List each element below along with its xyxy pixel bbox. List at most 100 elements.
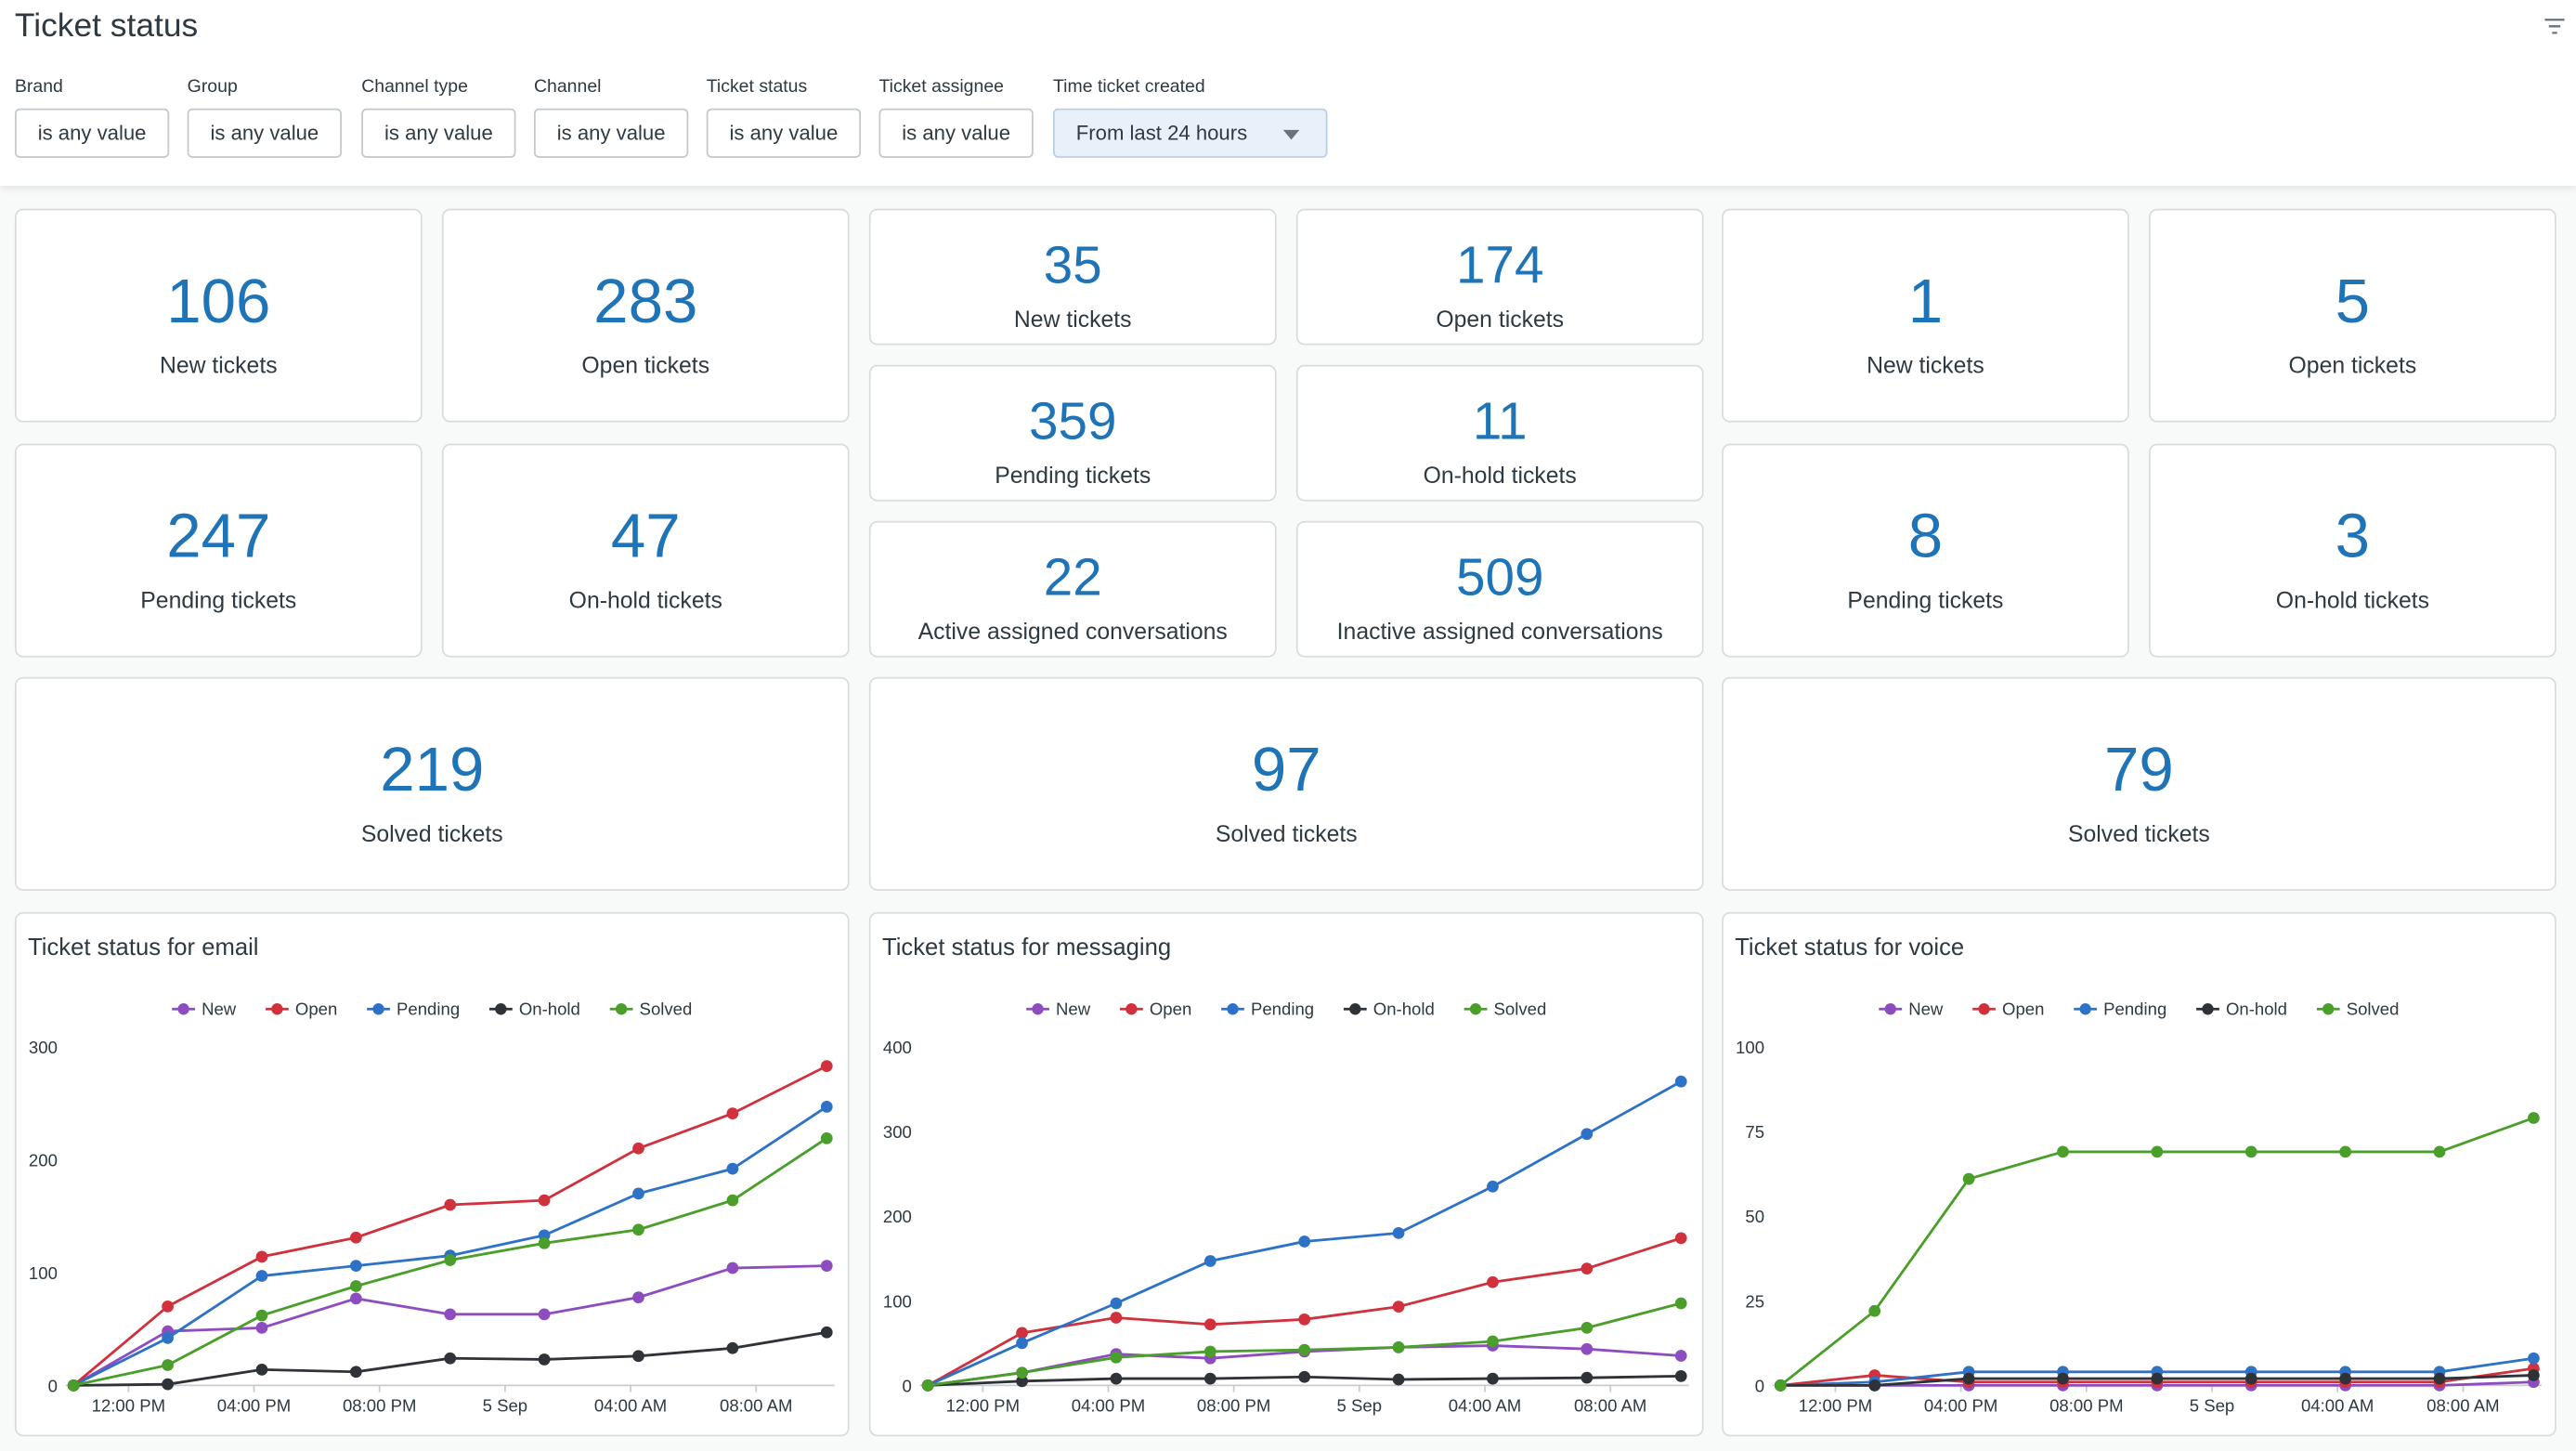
data-point — [726, 1107, 739, 1119]
data-point — [1674, 1232, 1687, 1245]
legend-swatch — [177, 1003, 189, 1015]
kpi-value: 219 — [380, 736, 485, 805]
data-point — [1674, 1075, 1687, 1088]
legend-swatch — [2079, 1003, 2091, 1015]
data-point — [1203, 1372, 1216, 1385]
data-point — [349, 1231, 362, 1244]
y-tick-label: 100 — [29, 1263, 58, 1283]
filter: Group is any value — [187, 77, 343, 158]
data-point — [1774, 1379, 1787, 1392]
kpi-card: 8 Pending tickets — [1722, 443, 2129, 658]
x-tick-label: 04:00 PM — [1924, 1396, 1997, 1416]
legend-item: Pending — [367, 999, 460, 1018]
legend-label: Pending — [397, 999, 460, 1018]
data-point — [632, 1291, 644, 1303]
kpi-card: 509 Inactive assigned conversations — [1295, 520, 1704, 658]
kpi-value: 283 — [593, 268, 698, 337]
filter-dropdown[interactable]: is any value — [878, 108, 1034, 158]
legend-swatch — [1349, 1003, 1361, 1015]
filter-label: Channel type — [361, 77, 468, 98]
legend-swatch — [271, 1003, 283, 1015]
x-tick-label: 08:00 PM — [2049, 1396, 2123, 1416]
data-point — [162, 1359, 174, 1371]
legend: New Open Pending On-hold Solved — [1879, 999, 2399, 1018]
kpi-card: 97 Solved tickets — [868, 676, 1704, 891]
kpi-value: 174 — [1455, 234, 1544, 294]
kpi-value: 47 — [610, 503, 681, 572]
filter-dropdown[interactable]: From last 24 hours — [1053, 108, 1328, 158]
y-tick-label: 0 — [48, 1376, 58, 1395]
data-point — [2528, 1369, 2540, 1381]
legend-item: New — [1879, 999, 1944, 1018]
filter-dropdown[interactable]: is any value — [361, 108, 516, 158]
kpi-value: 3 — [2335, 503, 2371, 572]
data-point — [1962, 1372, 1975, 1385]
data-point — [1298, 1235, 1311, 1248]
legend-swatch — [372, 1003, 384, 1015]
chart-title: Ticket status for email — [28, 935, 258, 961]
kpi-label: Open tickets — [1436, 306, 1565, 333]
data-point — [1016, 1366, 1028, 1379]
x-tick-label: 08:00 PM — [343, 1396, 416, 1416]
legend-item: On-hold — [1343, 999, 1435, 1018]
chart-card: Ticket status for messaging 0 100 200 300 400… — [868, 911, 1704, 1437]
kpi-card: 283 Open tickets — [441, 208, 850, 423]
legend-label: On-hold — [1373, 999, 1435, 1018]
legend-label: On-hold — [519, 999, 580, 1018]
legend-swatch — [1469, 1003, 1482, 1015]
line-chart: Ticket status for messaging 0 100 200 300 400… — [882, 935, 1689, 1416]
kpi-label: Open tickets — [581, 351, 710, 378]
x-tick-label: 08:00 AM — [1574, 1396, 1646, 1416]
y-tick-label: 300 — [883, 1122, 912, 1142]
data-point — [538, 1308, 551, 1321]
chart-title: Ticket status for voice — [1735, 935, 1964, 961]
legend-swatch — [2322, 1003, 2335, 1015]
data-point — [2057, 1145, 2069, 1158]
data-point — [162, 1300, 174, 1313]
legend-swatch — [615, 1003, 628, 1015]
page-title: Ticket status — [14, 7, 199, 45]
filter-dropdown[interactable]: is any value — [533, 108, 689, 158]
kpi-card: 219 Solved tickets — [14, 676, 850, 891]
data-point — [820, 1100, 833, 1113]
kpi-label: Pending tickets — [140, 586, 297, 613]
filter-dropdown[interactable]: is any value — [14, 108, 170, 158]
data-point — [1298, 1370, 1311, 1383]
data-point — [726, 1261, 739, 1275]
filter-dropdown[interactable]: is any value — [706, 108, 862, 158]
data-point — [1487, 1180, 1499, 1193]
kpi-card: 3 On-hold tickets — [2149, 443, 2556, 658]
y-tick-label: 400 — [883, 1038, 912, 1057]
data-point — [1487, 1335, 1499, 1348]
filter-dropdown[interactable]: is any value — [187, 108, 343, 158]
legend-label: Open — [295, 999, 337, 1018]
kpi-value: 35 — [1043, 234, 1102, 294]
legend-label: Open — [2002, 999, 2044, 1018]
filter-icon[interactable] — [2543, 17, 2567, 36]
legend-swatch — [495, 1003, 507, 1015]
kpi-card: 106 New tickets — [14, 208, 423, 423]
kpi-label: Solved tickets — [1215, 819, 1358, 847]
data-point — [1674, 1297, 1687, 1310]
data-point — [1868, 1379, 1881, 1392]
kpi-card: 47 On-hold tickets — [441, 443, 850, 658]
filter: Time ticket created From last 24 hours — [1053, 77, 1328, 158]
data-point — [349, 1280, 362, 1292]
x-tick-label: 12:00 PM — [1799, 1396, 1872, 1416]
kpi-label: Open tickets — [2288, 351, 2417, 378]
x-tick-label: 04:00 AM — [2301, 1396, 2374, 1416]
kpi-value: 79 — [2104, 736, 2174, 805]
y-tick-label: 0 — [903, 1376, 912, 1395]
data-point — [2528, 1352, 2540, 1365]
data-point — [2244, 1145, 2257, 1158]
data-point — [1110, 1372, 1123, 1385]
data-point — [349, 1366, 362, 1379]
legend: New Open Pending On-hold Solved — [172, 999, 692, 1018]
kpi-label: Solved tickets — [2068, 819, 2210, 847]
data-point — [255, 1270, 268, 1282]
data-point — [2057, 1372, 2069, 1385]
kpi-label: Pending tickets — [1847, 586, 2004, 613]
data-point — [1581, 1262, 1594, 1275]
series-line — [927, 1080, 1682, 1387]
